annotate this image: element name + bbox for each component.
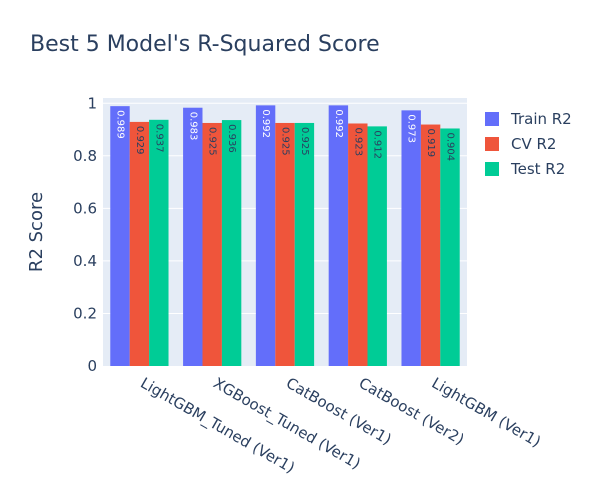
bar[interactable] [183,107,203,367]
bar[interactable] [440,128,460,366]
y-tick-label: 0.2 [73,304,97,322]
bar-data-label: 0.992 [333,109,344,138]
y-tick-label: 0.4 [73,252,97,270]
bar[interactable] [420,124,441,366]
legend-item[interactable]: Test R2 [485,160,565,178]
bar[interactable] [149,119,169,366]
legend-item[interactable]: CV R2 [485,135,556,153]
bar[interactable] [110,106,130,367]
bar[interactable] [202,122,222,366]
legend-item[interactable]: Train R2 [485,110,572,128]
bar-data-label: 0.992 [260,109,271,138]
legend-label: Train R2 [510,110,572,128]
bar-data-label: 0.925 [207,127,218,156]
bar[interactable] [129,121,150,366]
bar-data-label: 0.989 [114,110,125,139]
bar[interactable] [221,120,242,366]
bar-data-label: 0.937 [153,124,164,153]
legend-label: Test R2 [510,160,565,178]
bar-data-label: 0.923 [352,127,363,156]
bar[interactable] [255,105,276,366]
bar[interactable] [367,126,387,367]
y-tick-label: 0.8 [73,147,97,165]
bar-data-label: 0.925 [299,127,310,156]
y-tick-label: 0 [87,357,97,375]
y-axis-ticks: 0 0.2 0.4 0.6 0.8 1 [73,94,97,375]
bar-data-label: 0.904 [445,132,456,161]
legend-label: CV R2 [511,135,556,153]
bar-data-label: 0.929 [134,126,145,155]
bar-data-label: 0.983 [187,112,198,141]
bar[interactable] [328,105,349,366]
legend[interactable]: Train R2 CV R2 Test R2 [485,110,572,178]
chart-title: Best 5 Model's R-Squared Score [30,32,380,57]
x-axis-ticks: LightGBM_Tuned (Ver1)XGBoost_Tuned (Ver1… [137,374,544,478]
bar-data-label: 0.919 [425,129,436,158]
y-tick-label: 0.6 [73,199,97,217]
legend-swatch [485,137,499,151]
legend-swatch [485,162,499,176]
bar-data-label: 0.925 [280,127,291,156]
bar[interactable] [348,123,368,367]
y-tick-label: 1 [87,94,97,112]
bar-data-label: 0.973 [406,114,417,143]
bar-data-label: 0.936 [226,124,237,153]
bar[interactable] [294,122,315,366]
y-axis-label: R2 Score [26,192,47,272]
legend-swatch [485,112,499,126]
bar[interactable] [401,110,421,366]
bar[interactable] [275,122,295,366]
bar-data-label: 0.912 [372,130,383,159]
bars: 0.989 0.983 0.992 0.992 0.973 0.929 0.925 0.925… [110,105,460,367]
